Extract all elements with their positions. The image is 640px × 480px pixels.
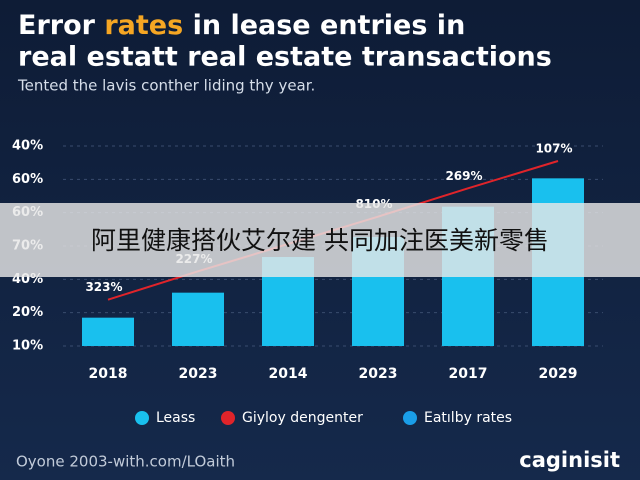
y-tick-label: 40% (12, 139, 43, 154)
bar (82, 317, 134, 346)
subtitle: Tented the lavis conther liding thy year… (17, 77, 315, 95)
title-part: in lease entries in (183, 10, 465, 41)
brand: caginisit (519, 448, 620, 472)
x-tick-label: 2014 (269, 366, 308, 382)
bar (172, 292, 224, 346)
x-tick-label: 2023 (179, 366, 218, 382)
legend-label: Eatılby rates (424, 410, 512, 426)
y-tick-label: 20% (12, 305, 43, 320)
legend-swatch (221, 411, 235, 425)
annotation: 269% (445, 169, 482, 183)
banner-text: 阿里健康搭伙艾尔建 共同加注医美新零售 (91, 226, 549, 255)
chart-title: Error rates in lease entries in (18, 10, 465, 41)
y-tick-label: 60% (12, 172, 43, 187)
x-tick-label: 2023 (359, 366, 398, 382)
title-highlight: rates (104, 10, 183, 41)
footer: Oyone 2003-with.com/LOaith (16, 453, 235, 471)
x-tick-label: 2029 (539, 366, 578, 382)
legend-swatch (403, 411, 417, 425)
title-part: Error (18, 10, 104, 41)
chart-title-line: real estatt real estate transactions (18, 42, 552, 73)
annotation: 323% (85, 280, 122, 294)
x-tick-label: 2017 (449, 366, 488, 382)
legend-swatch (135, 411, 149, 425)
legend-label: Leass (156, 410, 195, 426)
y-tick-label: 10% (12, 339, 43, 354)
x-tick-label: 2018 (89, 366, 128, 382)
annotation: 107% (535, 142, 572, 156)
legend-label: Giyloy dengenter (242, 410, 363, 426)
banner-band (0, 203, 640, 277)
